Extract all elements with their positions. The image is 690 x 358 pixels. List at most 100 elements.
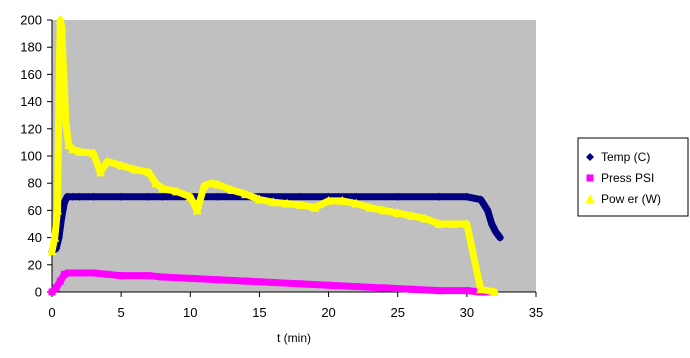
x-tick-label: 35	[529, 305, 543, 320]
data-point	[269, 278, 277, 286]
y-tick-label: 120	[20, 121, 42, 136]
data-point	[476, 195, 485, 204]
legend-box	[577, 137, 689, 217]
data-point	[254, 194, 264, 204]
legend-label: Press PSI	[601, 171, 654, 185]
data-point	[158, 183, 168, 193]
data-point	[117, 272, 125, 280]
data-point	[351, 198, 361, 208]
y-tick-label: 80	[28, 176, 42, 191]
data-point	[282, 198, 292, 208]
y-tick-label: 60	[28, 203, 42, 218]
legend-marker	[586, 153, 594, 161]
data-point	[213, 179, 223, 189]
data-point	[159, 273, 167, 281]
data-point	[434, 219, 444, 228]
data-point	[68, 144, 78, 154]
data-point	[324, 195, 334, 205]
data-point	[435, 192, 444, 201]
data-point	[297, 280, 305, 288]
data-point	[296, 199, 306, 209]
data-point	[365, 202, 375, 212]
data-point	[117, 192, 126, 201]
data-point	[47, 246, 57, 256]
y-tick-label: 160	[20, 67, 42, 82]
data-point	[496, 233, 505, 242]
data-point	[337, 195, 347, 205]
data-point	[76, 269, 84, 277]
y-tick-label: 20	[28, 257, 42, 272]
data-point	[352, 283, 360, 291]
data-point	[116, 160, 126, 170]
legend: Temp (C) Press PSI Pow er (W)	[577, 137, 689, 217]
data-point	[352, 192, 361, 201]
data-point	[151, 178, 161, 188]
data-point	[310, 202, 320, 212]
data-point	[89, 269, 97, 277]
data-point	[95, 167, 105, 177]
data-point	[408, 285, 416, 293]
data-point	[60, 270, 68, 278]
data-point	[380, 284, 388, 292]
data-point	[268, 197, 278, 207]
y-tick-label: 200	[20, 13, 42, 28]
y-tick-label: 180	[20, 40, 42, 55]
data-point	[52, 284, 60, 292]
data-point	[171, 186, 181, 196]
data-point	[65, 269, 73, 277]
data-point	[130, 164, 140, 174]
data-point	[296, 192, 305, 201]
data-point	[241, 189, 251, 199]
data-point	[59, 83, 69, 92]
legend-marker	[585, 194, 595, 203]
y-tick-label: 40	[28, 230, 42, 245]
data-point	[158, 192, 167, 201]
data-point	[145, 272, 153, 280]
data-point	[448, 219, 458, 228]
x-tick-label: 0	[48, 305, 55, 320]
data-point	[75, 192, 84, 201]
legend-label: Pow er (W)	[601, 192, 661, 206]
data-point	[462, 219, 472, 228]
x-tick-label: 10	[183, 305, 197, 320]
x-tick-label: 5	[118, 305, 125, 320]
data-point	[192, 205, 202, 215]
data-point	[144, 192, 153, 201]
data-point	[214, 276, 222, 284]
data-point	[325, 281, 333, 289]
x-tick-label: 15	[252, 305, 266, 320]
data-point	[186, 274, 194, 282]
data-point	[58, 55, 68, 65]
data-point	[435, 287, 443, 295]
data-point	[490, 287, 500, 296]
series-line	[48, 16, 499, 296]
data-point	[57, 21, 67, 31]
series-1	[48, 269, 492, 296]
data-point	[206, 178, 216, 188]
data-point	[102, 156, 112, 166]
data-point	[53, 205, 63, 215]
plot-area	[52, 20, 536, 292]
y-tick-label: 140	[20, 94, 42, 109]
legend-marker	[586, 174, 594, 182]
data-point	[60, 198, 69, 207]
data-point	[379, 205, 389, 215]
data-point	[56, 277, 64, 285]
data-point	[462, 192, 471, 201]
data-point	[227, 185, 237, 194]
data-point	[89, 192, 98, 201]
data-point	[185, 191, 195, 201]
y-tick-label: 0	[35, 285, 42, 300]
data-point	[48, 288, 56, 296]
data-point	[144, 167, 154, 177]
data-point	[88, 148, 98, 158]
series-layer	[47, 15, 505, 296]
data-point	[63, 192, 72, 201]
data-point	[61, 117, 71, 126]
series-2	[47, 15, 500, 296]
axes: 0 20 40 60 80 100 120 140 160 180 200 0 5 10 15 20 25 30 3…	[20, 13, 543, 321]
data-point	[55, 15, 65, 24]
data-point	[64, 140, 74, 150]
data-point	[491, 228, 500, 237]
data-point	[393, 192, 402, 201]
